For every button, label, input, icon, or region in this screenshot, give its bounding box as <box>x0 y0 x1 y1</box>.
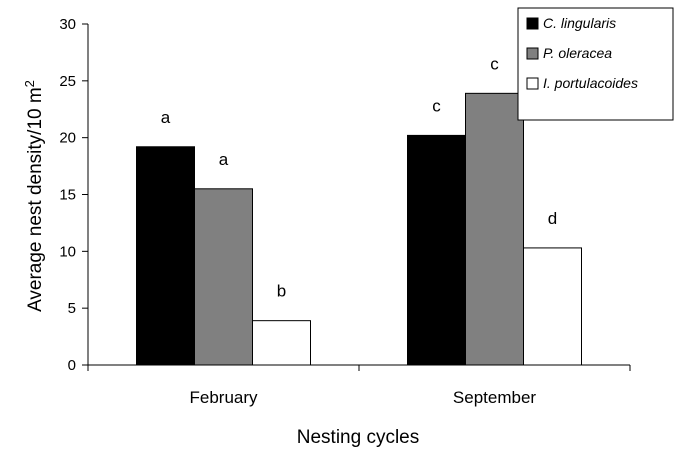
legend-label: I. portulacoides <box>543 75 638 91</box>
x-category-label: September <box>453 388 536 407</box>
y-tick-label: 15 <box>59 187 76 204</box>
y-axis-title-superscript: 2 <box>22 80 37 87</box>
significance-labels: a a b c c d <box>161 54 557 300</box>
legend-box <box>517 7 674 121</box>
legend: C. lingularis P. oleracea I. portulacoides <box>517 7 674 121</box>
legend-swatch <box>526 77 539 90</box>
bar-september-1 <box>407 134 466 366</box>
bar-september-3 <box>523 247 582 366</box>
bar-february-3 <box>252 320 311 366</box>
x-axis-title: Nesting cycles <box>297 427 420 448</box>
legend-swatch <box>526 47 539 60</box>
bar-february-1 <box>136 146 195 366</box>
bar-february-2 <box>194 188 253 366</box>
x-axis: February September <box>87 364 631 407</box>
y-axis: 0 5 10 15 20 25 30 <box>59 16 89 374</box>
y-axis-title: Average nest density/10 m2 <box>22 80 46 312</box>
y-tick-label: 10 <box>59 243 76 260</box>
significance-label: a <box>161 108 171 127</box>
x-category-label: February <box>189 388 258 407</box>
y-tick-label: 30 <box>59 16 76 33</box>
legend-swatch <box>526 17 539 30</box>
significance-label: c <box>490 54 499 73</box>
bars <box>136 92 582 366</box>
legend-label: C. lingularis <box>543 15 616 31</box>
y-tick-label: 25 <box>59 73 76 90</box>
significance-label: c <box>432 96 441 115</box>
y-tick-label: 5 <box>68 300 76 317</box>
y-tick-label: 0 <box>68 357 76 374</box>
y-axis-title-text: Average nest density/10 m <box>25 87 46 312</box>
significance-label: d <box>548 209 557 228</box>
significance-label: b <box>277 282 286 301</box>
significance-label: a <box>219 150 229 169</box>
legend-label: P. oleracea <box>543 45 612 61</box>
y-tick-label: 20 <box>59 130 76 147</box>
bar-september-2 <box>465 92 524 366</box>
